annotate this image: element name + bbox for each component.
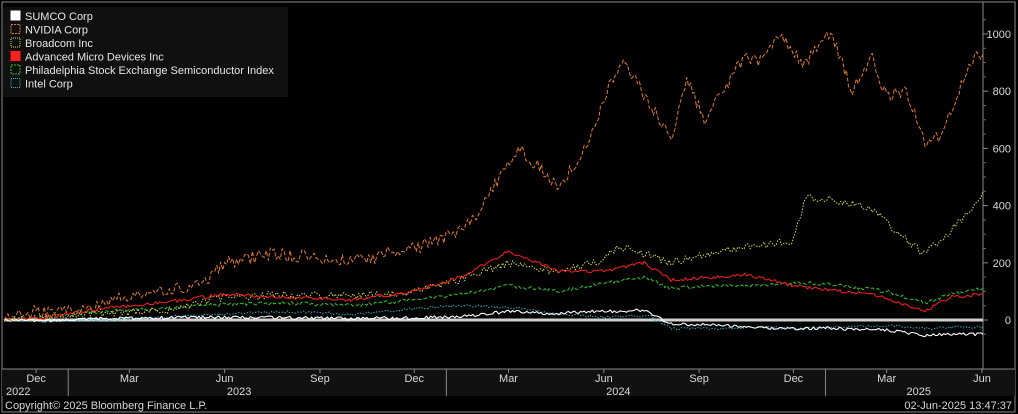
legend-swatch bbox=[10, 51, 21, 61]
copyright-text: Copyright© 2025 Bloomberg Finance L.P. bbox=[5, 400, 207, 412]
series-line-sumco-corp bbox=[3, 308, 984, 338]
x-year-label: 2023 bbox=[227, 386, 251, 398]
legend-label: NVIDIA Corp bbox=[25, 25, 88, 37]
y-tick-label: 1000 bbox=[987, 29, 1011, 41]
x-axis-band bbox=[2, 369, 1015, 396]
x-tick-label: Sep bbox=[310, 373, 330, 385]
x-tick-label: Jun bbox=[216, 373, 234, 385]
x-tick-label: Mar bbox=[877, 373, 896, 385]
x-year-label: 2024 bbox=[606, 386, 630, 398]
series-line-broadcom-inc bbox=[3, 191, 984, 323]
legend-swatch bbox=[10, 78, 21, 88]
x-year-label: 2022 bbox=[6, 386, 30, 398]
legend-label: Intel Corp bbox=[25, 79, 73, 91]
timestamp-text: 02-Jun-2025 13:47:37 bbox=[904, 400, 1012, 412]
legend-swatch bbox=[10, 24, 21, 34]
y-tick-label: 200 bbox=[993, 258, 1011, 270]
series-line-nvidia-corp bbox=[3, 31, 984, 321]
legend-label: Philadelphia Stock Exchange Semiconducto… bbox=[25, 65, 274, 77]
legend-swatch bbox=[10, 10, 21, 21]
series-line-intel-corp bbox=[3, 304, 984, 331]
x-tick-label: Jun bbox=[973, 373, 991, 385]
y-tick-label: 600 bbox=[993, 143, 1011, 155]
legend-background bbox=[3, 7, 288, 97]
plot-area bbox=[3, 31, 984, 338]
series-line-advanced-micro-devices-inc bbox=[3, 250, 984, 322]
axes: 0 200 400 600 800 1000 Dec Mar Jun Sep Dec Mar Jun Se… bbox=[6, 19, 1011, 398]
legend-swatch bbox=[10, 37, 21, 48]
legend-label: Advanced Micro Devices Inc bbox=[25, 52, 164, 64]
series-line-philadelphia-stock-exchange-semiconductor-index bbox=[3, 275, 984, 322]
x-tick-label: Dec bbox=[404, 373, 424, 385]
x-tick-label: Jun bbox=[595, 373, 613, 385]
x-tick-label: Mar bbox=[499, 373, 518, 385]
y-tick-label: 400 bbox=[993, 201, 1011, 213]
x-tick-label: Mar bbox=[120, 373, 139, 385]
x-tick-label: Dec bbox=[784, 373, 804, 385]
legend-label: SUMCO Corp bbox=[25, 11, 93, 23]
legend-swatch bbox=[10, 64, 21, 75]
legend-label: Broadcom Inc bbox=[25, 38, 93, 50]
x-year-label: 2025 bbox=[907, 386, 931, 398]
x-tick-label: Dec bbox=[26, 373, 46, 385]
y-tick-label: 0 bbox=[1005, 315, 1011, 327]
x-tick-label: Sep bbox=[689, 373, 709, 385]
y-tick-label: 800 bbox=[993, 86, 1011, 98]
